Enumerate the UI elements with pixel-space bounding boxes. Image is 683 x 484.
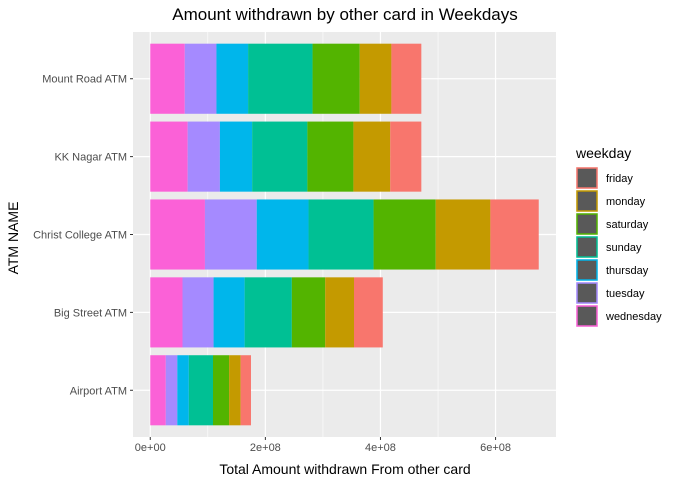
y-tick-label: Airport ATM [70,385,127,397]
x-tick-label: 2e+08 [250,442,281,454]
legend-key-thursday [576,259,598,281]
bar-segment-saturday [307,121,354,192]
bar-segment-thursday [177,355,189,426]
bar-segment-monday [353,121,391,192]
bar-segment-wednesday [150,355,166,426]
bar-segment-sunday [188,355,213,426]
bar-segment-friday [240,355,251,426]
legend-key-wednesday [576,305,598,327]
bar-segment-wednesday [150,199,205,270]
bar-segment-sunday [244,277,292,348]
bar-segment-saturday [291,277,326,348]
bar-segment-monday [435,199,491,270]
x-tick-label: 4e+08 [365,442,396,454]
legend-label-thursday: thursday [606,265,649,277]
bar-segment-thursday [219,121,253,192]
bar-segment-tuesday [187,121,220,192]
legend-key-friday [576,167,598,189]
bar-segment-monday [325,277,354,348]
y-axis-title: ATM NAME [5,202,21,275]
bar-segment-thursday [216,43,249,114]
legend-label-wednesday: wednesday [605,311,662,323]
bar-segment-saturday [373,199,436,270]
bar-segment-sunday [248,43,313,114]
legend-label-saturday: saturday [606,219,649,231]
legend-key-saturday [576,213,598,235]
bar-segment-friday [391,43,422,114]
bar-segment-saturday [212,355,230,426]
legend-key-monday [576,190,598,212]
bar-segment-tuesday [165,355,178,426]
legend-key-tuesday [576,282,598,304]
y-tick-label: Big Street ATM [54,307,127,319]
legend-label-sunday: sunday [606,242,642,254]
bar-segment-tuesday [182,277,214,348]
bar-segment-tuesday [204,199,257,270]
bars-layer [150,43,539,426]
y-axis: Mount Road ATM KK Nagar ATM Christ College… [33,74,133,397]
chart-title: Amount withdrawn by other card in Weekda… [172,5,518,24]
legend: friday monday saturday sunday thursday tuesda… [576,167,662,327]
bar-segment-sunday [252,121,308,192]
bar-segment-thursday [213,277,245,348]
legend-label-tuesday: tuesday [606,288,645,300]
x-axis-title: Total Amount withdrawn From other card [219,461,470,477]
y-tick-label: KK Nagar ATM [54,152,127,164]
y-tick-label: Mount Road ATM [42,74,127,86]
bar-segment-monday [229,355,241,426]
x-tick-label: 6e+08 [480,442,511,454]
y-tick-label: Christ College ATM [33,230,127,242]
legend-title: weekday [575,145,631,161]
bar-segment-monday [359,43,392,114]
legend-label-friday: friday [606,173,633,185]
bar-segment-thursday [256,199,309,270]
bar-segment-wednesday [150,121,188,192]
x-axis: 0e+00 2e+08 4e+08 6e+08 [135,437,511,454]
bar-segment-sunday [308,199,374,270]
bar-segment-wednesday [150,277,183,348]
bar-segment-wednesday [150,43,185,114]
legend-key-sunday [576,236,598,258]
bar-segment-friday [390,121,422,192]
bar-segment-friday [490,199,539,270]
bar-segment-friday [353,277,383,348]
bar-segment-saturday [312,43,360,114]
legend-label-monday: monday [606,196,646,208]
bar-segment-tuesday [184,43,217,114]
x-tick-label: 0e+00 [135,442,166,454]
